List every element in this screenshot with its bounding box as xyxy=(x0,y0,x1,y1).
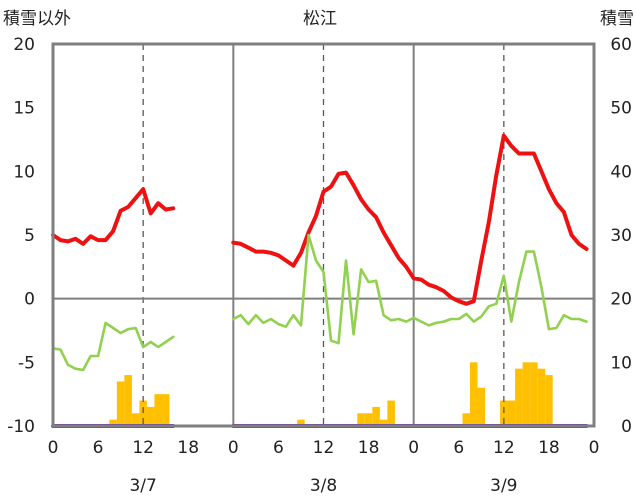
temperature-line xyxy=(231,133,589,306)
day-label: 3/7 xyxy=(129,476,156,496)
x-tick-label: 6 xyxy=(273,438,284,458)
precip-bar xyxy=(462,413,471,426)
right-tick-label: 40 xyxy=(610,162,632,182)
precip-bar xyxy=(379,419,388,426)
precip-bar xyxy=(470,362,478,426)
grid-lines xyxy=(53,44,594,426)
precip-bar xyxy=(161,394,170,426)
precip-bar xyxy=(116,381,125,426)
x-tick-label: 18 xyxy=(538,438,560,458)
left-tick-label: 20 xyxy=(13,35,35,55)
green_series-line xyxy=(51,321,175,372)
right-axis-label: 積雪 xyxy=(600,9,634,29)
precip-bar xyxy=(515,368,523,426)
x-tick-label: 18 xyxy=(177,438,199,458)
left-tick-label: 5 xyxy=(24,226,35,246)
precip-bar xyxy=(537,368,546,426)
chart-title: 松江 xyxy=(303,9,337,29)
precip-bar xyxy=(131,413,140,426)
precip-bar xyxy=(109,419,117,426)
right-tick-label: 50 xyxy=(610,99,632,119)
left-tick-label: -10 xyxy=(7,417,35,437)
left-axis-label: 積雪以外 xyxy=(3,9,71,29)
precip-bar xyxy=(507,400,516,426)
right-tick-label: 20 xyxy=(610,290,632,310)
x-tick-label: 6 xyxy=(93,438,104,458)
x-tick-label: 12 xyxy=(493,438,515,458)
right-tick-label: 0 xyxy=(621,417,632,437)
x-tick-label: 0 xyxy=(408,438,419,458)
precip-bar xyxy=(357,413,365,426)
day-label: 3/9 xyxy=(490,476,517,496)
precip-bar xyxy=(372,406,380,426)
green_series-line xyxy=(232,233,588,345)
precip-bar xyxy=(146,406,155,426)
x-tick-label: 18 xyxy=(358,438,380,458)
x-tick-label: 12 xyxy=(132,438,154,458)
series-lines xyxy=(51,133,589,428)
precip-bar xyxy=(545,375,553,426)
precip-bar xyxy=(154,394,162,426)
left-tick-label: -5 xyxy=(18,353,35,373)
precip-bar xyxy=(364,413,373,426)
precip-bar xyxy=(522,362,531,426)
right-tick-label: 10 xyxy=(610,353,632,373)
x-tick-label: 0 xyxy=(48,438,59,458)
x-tick-label: 0 xyxy=(589,438,600,458)
precip-bar xyxy=(387,400,395,426)
precip-bar xyxy=(297,419,305,426)
precipitation-bars xyxy=(109,362,553,426)
day-label: 3/8 xyxy=(310,476,337,496)
right-tick-label: 30 xyxy=(610,226,632,246)
precip-bar xyxy=(500,400,508,426)
right-tick-label: 60 xyxy=(610,35,632,55)
x-tick-label: 12 xyxy=(313,438,335,458)
precip-bar xyxy=(124,375,132,426)
left-tick-label: 0 xyxy=(24,290,35,310)
precip-bar xyxy=(477,387,486,426)
left-tick-label: 15 xyxy=(13,99,35,119)
precip-bar xyxy=(139,400,147,426)
x-tick-label: 0 xyxy=(228,438,239,458)
plot-frame xyxy=(51,42,596,428)
x-tick-label: 6 xyxy=(453,438,464,458)
precip-bar xyxy=(530,362,538,426)
left-tick-label: 10 xyxy=(13,162,35,182)
temperature-line xyxy=(51,187,176,246)
